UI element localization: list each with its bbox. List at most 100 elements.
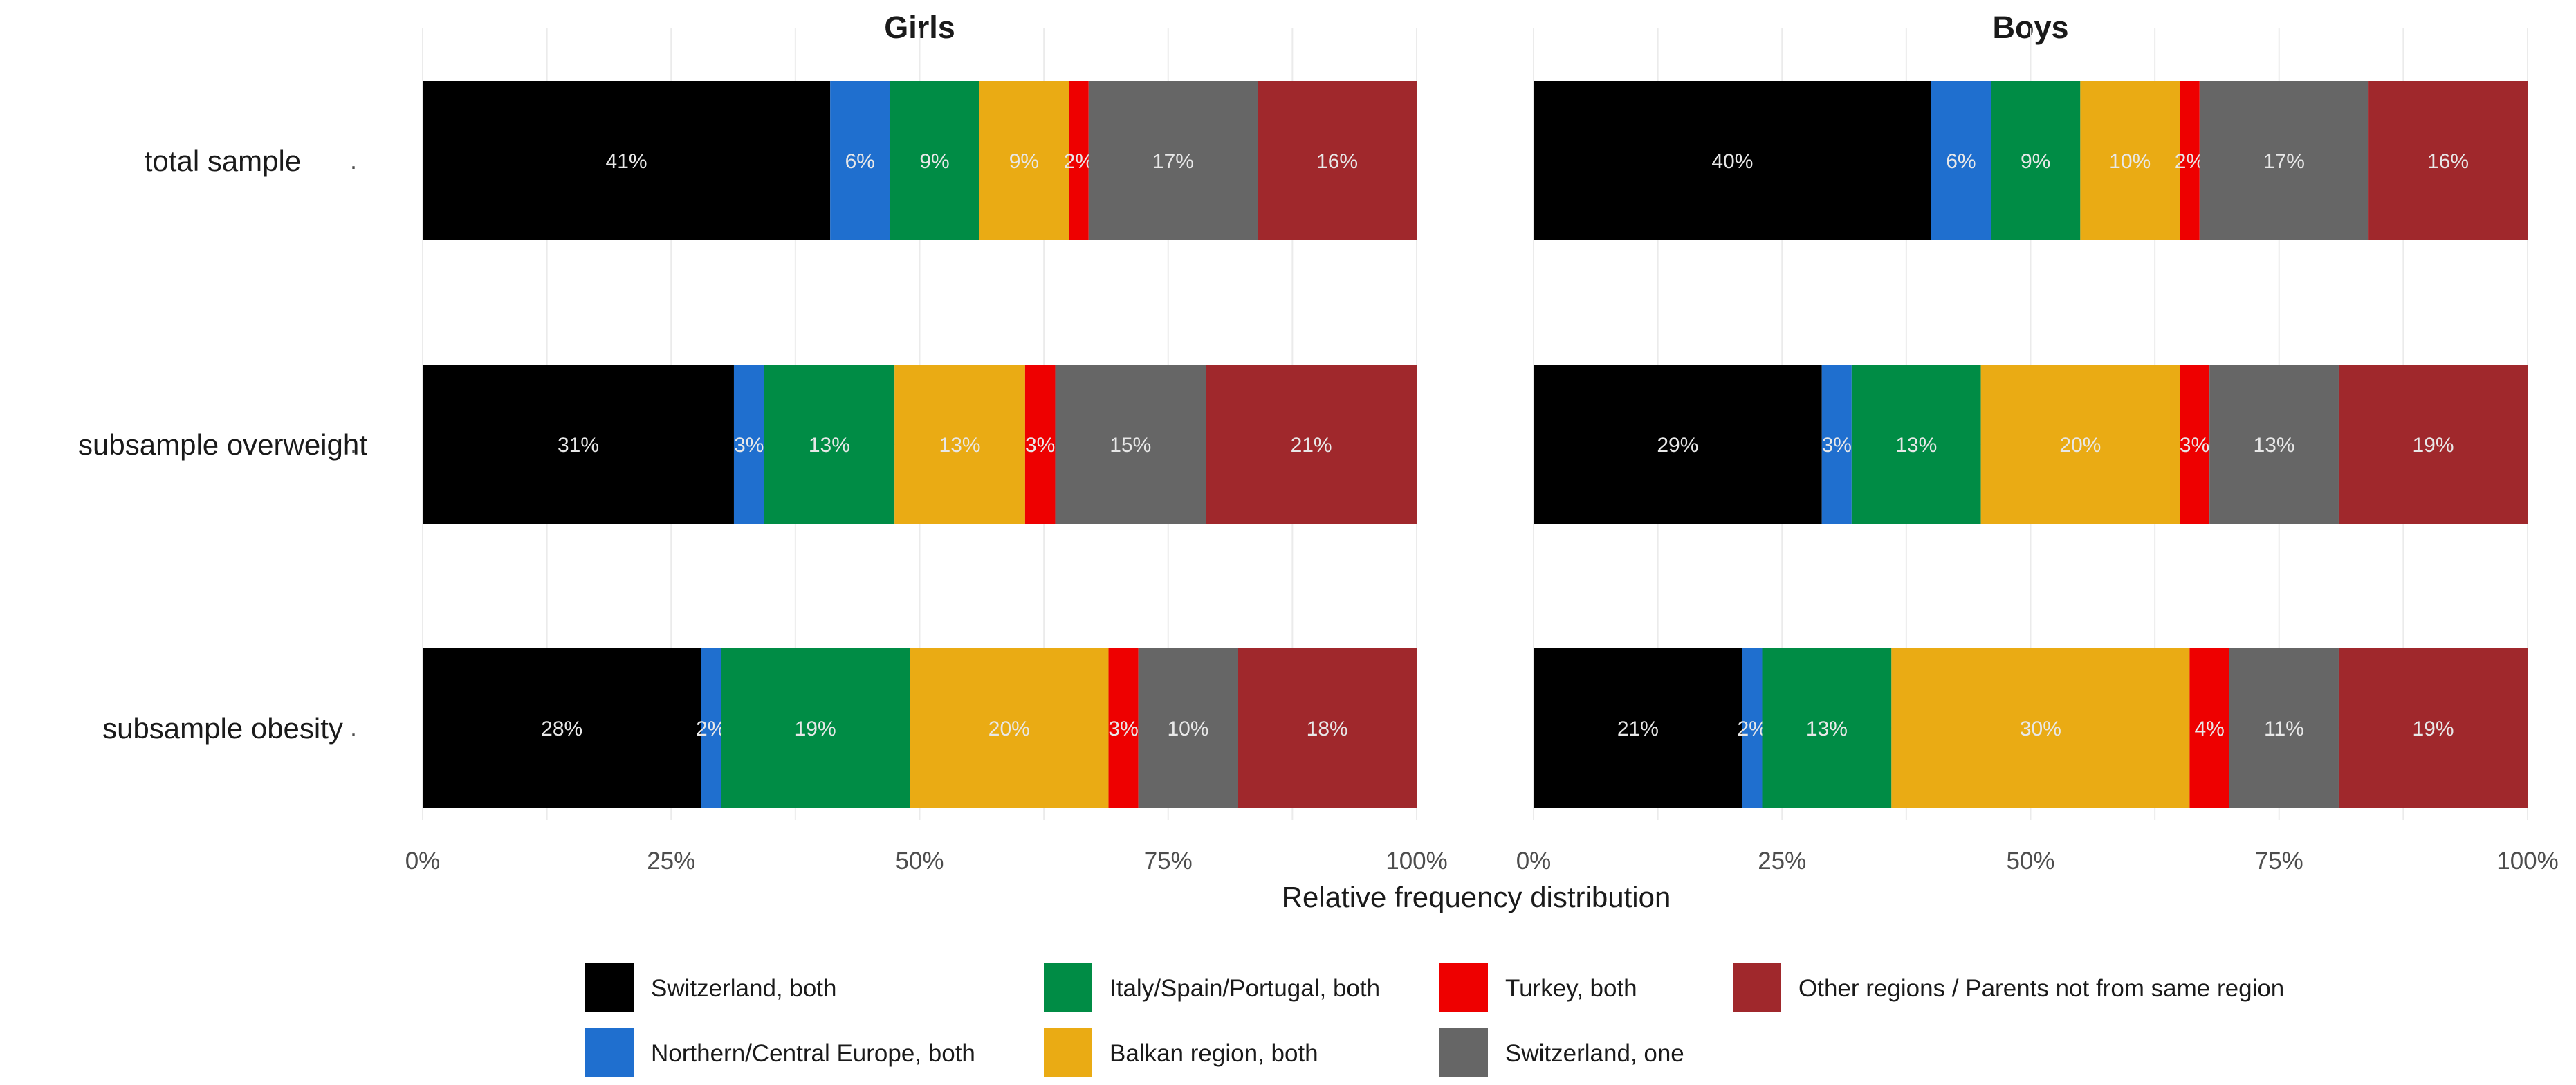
bar-segment-girls-subsample-overweight-italy-spain-portugal-both	[764, 365, 895, 524]
x-tick-label: 0%	[1516, 848, 1552, 875]
bar-segment-boys-subsample-obesity-turkey-both	[2189, 648, 2229, 808]
bar-segment-boys-subsample-overweight-northern-central-europe-both	[1821, 365, 1852, 524]
legend: Switzerland, both Northern/Central Europe…	[585, 963, 2284, 1077]
legend-label: Turkey, both	[1505, 975, 1637, 1002]
data-label: 41%	[606, 150, 647, 173]
data-label: 13%	[1806, 718, 1848, 740]
data-label: 3%	[1822, 434, 1852, 457]
bar-segment-girls-subsample-obesity-italy-spain-portugal-both	[721, 648, 910, 808]
bar-segment-girls-subsample-overweight-northern-central-europe-both	[733, 365, 764, 524]
legend-swatch	[585, 963, 634, 1012]
data-label: 31%	[558, 434, 599, 457]
bar-segment-girls-total-sample-switzerland-both	[423, 81, 831, 240]
data-label: 15%	[1110, 434, 1151, 457]
data-label: 19%	[795, 718, 836, 740]
category-tick-subsample-obesity: .	[350, 715, 357, 742]
data-label: 9%	[1009, 150, 1039, 173]
data-label: 21%	[1617, 718, 1659, 740]
bar-segment-girls-subsample-overweight-balkan-region-both	[894, 365, 1025, 524]
bar-segment-boys-total-sample-switzerland-one	[2199, 81, 2369, 240]
legend-item-balkan-region-both: Balkan region, both	[1044, 1028, 1318, 1077]
bar-segment-boys-subsample-obesity-switzerland-one	[2229, 648, 2339, 808]
legend-swatch	[1044, 963, 1092, 1012]
data-label: 9%	[2021, 150, 2050, 173]
x-tick-label: 25%	[1758, 848, 1806, 875]
legend-swatch	[585, 1028, 634, 1077]
x-tick-label: 75%	[2255, 848, 2303, 875]
bar-segment-boys-subsample-obesity-other-regions-parents-not-from-same-region	[2338, 648, 2528, 808]
data-label: 30%	[2020, 718, 2061, 740]
data-label: 18%	[1307, 718, 1348, 740]
legend-item-other-regions-parents-not-from-same-region: Other regions / Parents not from same re…	[1733, 963, 2284, 1012]
bar-segment-girls-subsample-overweight-switzerland-one	[1055, 365, 1206, 524]
data-label: 3%	[734, 434, 764, 457]
category-tick-subsample-overweight: .	[350, 431, 357, 458]
data-label: 13%	[1895, 434, 1937, 457]
data-label: 10%	[2109, 150, 2151, 173]
legend-item-turkey-both: Turkey, both	[1439, 963, 1637, 1012]
legend-swatch	[1733, 963, 1781, 1012]
data-label: 3%	[1108, 718, 1138, 740]
legend-label: Other regions / Parents not from same re…	[1798, 975, 2284, 1002]
bar-segment-boys-subsample-obesity-italy-spain-portugal-both	[1762, 648, 1892, 808]
bar-segment-boys-subsample-overweight-other-regions-parents-not-from-same-region	[2338, 365, 2528, 524]
bar-segment-boys-total-sample-turkey-both	[2180, 81, 2200, 240]
data-label: 20%	[2059, 434, 2101, 457]
bar-segment-boys-subsample-obesity-switzerland-both	[1534, 648, 1742, 808]
bar-segment-boys-total-sample-balkan-region-both	[2080, 81, 2180, 240]
bar-segment-girls-total-sample-other-regions-parents-not-from-same-region	[1258, 81, 1417, 240]
data-label: 29%	[1657, 434, 1698, 457]
x-tick-label: 0%	[405, 848, 441, 875]
category-label-subsample-obesity: subsample obesity	[102, 712, 343, 745]
legend-item-switzerland-one: Switzerland, one	[1439, 1028, 1684, 1077]
legend-item-northern-central-europe-both: Northern/Central Europe, both	[585, 1028, 975, 1077]
legend-item-italy-spain-portugal-both: Italy/Spain/Portugal, both	[1044, 963, 1380, 1012]
bar-segment-girls-subsample-overweight-turkey-both	[1024, 365, 1056, 524]
data-label: 10%	[1167, 718, 1208, 740]
bar-segment-girls-total-sample-italy-spain-portugal-both	[890, 81, 979, 240]
chart-panels: total sample .subsample overweight.subsam…	[78, 10, 2559, 875]
data-label: 13%	[809, 434, 850, 457]
data-label: 13%	[939, 434, 981, 457]
legend-label: Switzerland, one	[1505, 1040, 1684, 1067]
legend-swatch	[1439, 963, 1488, 1012]
x-tick-label: 75%	[1144, 848, 1193, 875]
bar-segment-girls-subsample-obesity-other-regions-parents-not-from-same-region	[1238, 648, 1417, 808]
legend-label: Italy/Spain/Portugal, both	[1110, 975, 1380, 1002]
category-label-total-sample: total sample	[145, 145, 301, 177]
legend-label: Balkan region, both	[1110, 1040, 1318, 1067]
bar-segment-boys-total-sample-italy-spain-portugal-both	[1991, 81, 2081, 240]
data-label: 6%	[1946, 150, 1976, 173]
bar-segment-boys-total-sample-northern-central-europe-both	[1931, 81, 1991, 240]
legend-swatch	[1044, 1028, 1092, 1077]
data-label: 19%	[2412, 434, 2454, 457]
legend-item-switzerland-both: Switzerland, both	[585, 963, 836, 1012]
legend-label: Northern/Central Europe, both	[651, 1040, 975, 1067]
bar-segment-girls-subsample-obesity-turkey-both	[1108, 648, 1139, 808]
bar-segment-girls-total-sample-balkan-region-both	[979, 81, 1069, 240]
data-label: 16%	[1316, 150, 1358, 173]
bar-segment-girls-total-sample-switzerland-one	[1088, 81, 1258, 240]
data-label: 4%	[2194, 718, 2224, 740]
data-label: 13%	[2254, 434, 2295, 457]
x-tick-label: 25%	[647, 848, 695, 875]
data-label: 6%	[845, 150, 875, 173]
legend-swatch	[1439, 1028, 1488, 1077]
data-label: 28%	[541, 718, 582, 740]
bar-segment-boys-subsample-overweight-balkan-region-both	[1980, 365, 2180, 524]
legend-label: Switzerland, both	[651, 975, 836, 1002]
data-label: 20%	[988, 718, 1030, 740]
x-tick-label: 50%	[895, 848, 944, 875]
data-label: 21%	[1291, 434, 1332, 457]
bar-segment-boys-subsample-overweight-switzerland-both	[1534, 365, 1822, 524]
data-label: 40%	[1711, 150, 1753, 173]
bar-segment-girls-subsample-obesity-switzerland-both	[423, 648, 701, 808]
data-label: 16%	[2427, 150, 2469, 173]
bar-segment-boys-subsample-overweight-turkey-both	[2180, 365, 2210, 524]
bar-segment-boys-total-sample-other-regions-parents-not-from-same-region	[2368, 81, 2528, 240]
bar-segment-boys-subsample-obesity-northern-central-europe-both	[1742, 648, 1763, 808]
category-tick-total-sample: .	[350, 147, 357, 174]
